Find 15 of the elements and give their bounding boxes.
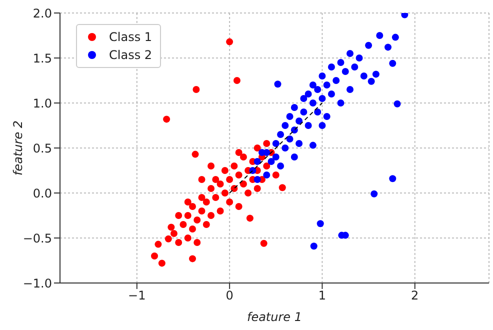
y-axis-title: feature 2 (11, 120, 25, 176)
y-tick-label: 1.5 (32, 51, 52, 66)
y-tick-label: −1.0 (22, 276, 52, 290)
x-tick-label: −1 (128, 288, 146, 303)
x-tick-label: 1 (318, 288, 326, 303)
y-tick-label: 2.0 (32, 6, 52, 20)
legend-label: Class 2 (109, 48, 152, 62)
y-tick-label: −0.5 (22, 231, 52, 246)
x-axis-title: feature 1 (246, 310, 302, 324)
y-tick-label: 0.0 (32, 186, 52, 200)
x-tick-label: 2 (411, 288, 419, 303)
legend-label: Class 1 (109, 30, 152, 44)
y-tick-label: 1.0 (32, 96, 52, 110)
x-tick-label: 0 (226, 288, 234, 303)
y-tick-label: 0.5 (32, 141, 52, 156)
